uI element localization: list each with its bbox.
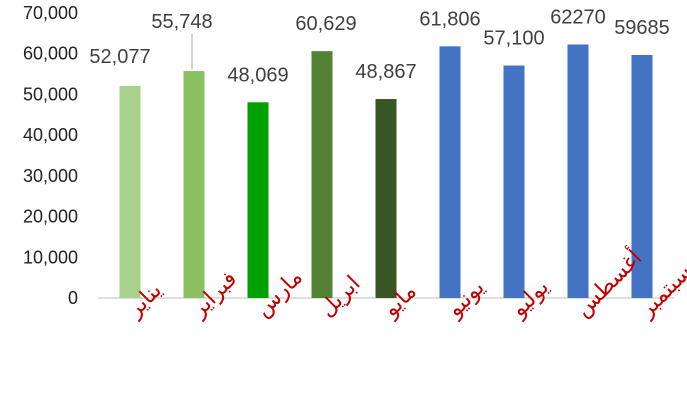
data-label: 48,867	[355, 61, 416, 83]
bar	[183, 71, 205, 298]
bar	[119, 85, 141, 298]
data-label: 48,069	[227, 64, 288, 86]
bar	[375, 99, 397, 298]
bar	[439, 46, 461, 299]
y-tick-label: 30,000	[23, 166, 78, 186]
data-label: 62270	[550, 6, 606, 28]
y-tick-label: 70,000	[23, 3, 78, 23]
data-label: 59685	[614, 17, 670, 39]
y-tick-label: 40,000	[23, 125, 78, 145]
bars	[119, 44, 653, 299]
bar	[311, 51, 333, 299]
y-tick-label: 10,000	[23, 247, 78, 267]
data-label: 61,806	[419, 8, 480, 30]
data-label: 55,748	[151, 11, 212, 33]
bar	[247, 102, 269, 298]
y-tick-label: 0	[68, 288, 78, 308]
y-tick-label: 50,000	[23, 84, 78, 104]
data-label: 60,629	[295, 13, 356, 35]
bar	[631, 54, 653, 299]
bar	[503, 65, 525, 299]
y-axis: 0 10,000 20,000 30,000 40,000 50,000 60,000 70,…	[23, 3, 78, 308]
y-tick-label: 20,000	[23, 207, 78, 227]
data-label: 57,100	[483, 28, 544, 50]
bar	[567, 44, 589, 299]
category-labels: يناير فبراير مارس ابريل مايو يونيو يوليو أغسطسس…	[122, 244, 687, 323]
y-tick-label: 60,000	[23, 44, 78, 64]
data-label: 52,077	[89, 46, 150, 68]
